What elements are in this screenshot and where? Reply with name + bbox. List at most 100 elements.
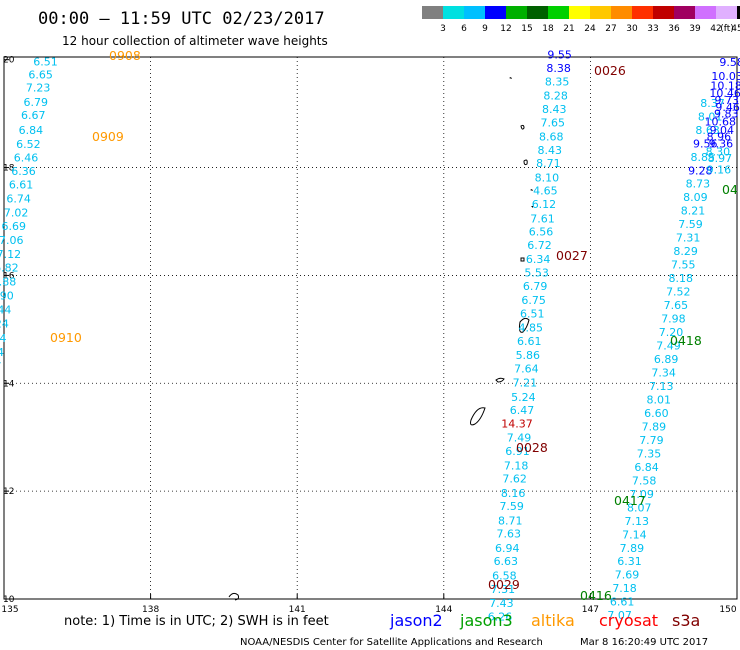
y-axis-ticks: 20 18 16 14 12 10: [3, 56, 15, 605]
swh-value: 9.83: [714, 108, 739, 121]
swh-value: 8.68: [539, 130, 564, 143]
swh-value: 7.90: [0, 289, 14, 302]
swh-value: 7.58: [632, 474, 657, 487]
island-shape: [531, 206, 533, 208]
swh-value: 8.16: [501, 487, 526, 500]
swh-value: 9.16: [707, 164, 732, 177]
swh-value: 7.18: [504, 459, 529, 472]
x-tick-label: 144: [435, 605, 452, 615]
swh-value: 6.88: [0, 275, 16, 288]
swh-value: 9.73: [714, 94, 739, 107]
pass-label: 04: [722, 182, 738, 197]
plot-border: [3, 56, 738, 600]
pass-label: 0417: [614, 493, 646, 508]
swh-value: 6.84: [0, 346, 4, 359]
pass-label: 0909: [92, 129, 124, 144]
swh-value: 6.51: [520, 308, 545, 321]
footer-note: note: 1) Time is in UTC; 2) SWH is in fe…: [64, 614, 329, 629]
swh-value: 6.79: [23, 96, 48, 109]
legend-tick-label: 27: [605, 24, 616, 34]
pass-label: 0028: [516, 440, 548, 455]
generation-timestamp: Mar 8 16:20:49 UTC 2017: [580, 637, 708, 648]
swh-value: 6.56: [529, 226, 554, 239]
legend-swatch: [737, 6, 740, 19]
island-shape: [523, 159, 528, 166]
swh-value: 7.98: [661, 313, 686, 326]
swh-value: 9.55: [547, 48, 572, 61]
swh-value: 8.43: [538, 144, 563, 157]
swh-value: 8.63: [695, 124, 720, 137]
swh-value: 7.63: [497, 528, 522, 541]
swh-value: 8.96: [707, 130, 732, 143]
swh-value: 7.20: [659, 326, 684, 339]
pass-label: 0908: [109, 48, 141, 63]
legend-tick-label: 42: [710, 24, 721, 34]
swh-value: 7.31: [676, 232, 701, 245]
legend-tick-label: 6: [461, 24, 467, 34]
pass-label: 0418: [670, 333, 702, 348]
swh-value: 6.84: [19, 124, 44, 137]
pass-label: 0026: [594, 63, 626, 78]
swh-value: 6.75: [521, 294, 546, 307]
swh-value: 8.43: [542, 103, 567, 116]
swh-value: 6.58: [492, 569, 517, 582]
x-tick-label: 150: [719, 605, 736, 615]
island-shape: [509, 77, 512, 79]
legend-swatch: [674, 6, 695, 19]
swh-value: 10.03: [711, 70, 740, 83]
swh-value: 6.34: [526, 253, 551, 266]
x-tick-label: 147: [582, 605, 599, 615]
swh-value: 6.82: [0, 261, 19, 274]
swh-value: 4.65: [533, 185, 558, 198]
legend-swatch: [695, 6, 716, 19]
island-shape: [228, 592, 240, 601]
swh-value: 6.31: [617, 555, 642, 568]
x-axis-ticks: 135 138 141 144 147 150: [1, 594, 738, 615]
legend-swatch: [569, 6, 590, 19]
legend-swatch: [443, 6, 464, 19]
swh-value: 6.79: [523, 280, 548, 293]
pass-label: 0910: [50, 330, 82, 345]
swh-value: 8.71: [536, 157, 561, 170]
island-shape: [518, 317, 530, 333]
swh-value: 8.01: [647, 393, 672, 406]
y-tick-label: 10: [3, 595, 15, 605]
swh-value: 7.59: [499, 500, 524, 513]
island-shape: [530, 189, 533, 191]
swh-value: 8.29: [673, 245, 698, 258]
legend-tick-label: 24: [584, 24, 596, 34]
legend-tick-label: 33: [647, 24, 658, 34]
swh-value: 9.58: [719, 56, 740, 69]
swh-value: 9.28: [688, 164, 713, 177]
islands: [228, 77, 533, 601]
swh-value: 6.36: [11, 165, 36, 178]
swh-value: 6.91: [505, 445, 530, 458]
legend-tick-label: 3: [440, 24, 446, 34]
legend-swatch: [611, 6, 632, 19]
legend-tick-label: 12: [500, 24, 511, 34]
island-shape: [495, 377, 505, 383]
swh-value: 7.44: [0, 303, 11, 316]
swh-value: 6.94: [495, 542, 520, 555]
legend-swatch: [422, 6, 443, 19]
pass-label: 0027: [556, 248, 588, 263]
map-title: 00:00 – 11:59 UTC 02/23/2017: [38, 9, 325, 29]
swh-value: 9.56: [693, 137, 718, 150]
track-jason2-east: 9.168.978.309.368.969.0410.689.839.469.7…: [705, 56, 740, 177]
legend-swatch: [464, 6, 485, 19]
y-tick-label: 14: [3, 379, 15, 389]
track-altika-west: 6.516.657.236.796.676.846.526.466.366.61…: [0, 55, 58, 373]
swh-value: 6.12: [532, 198, 557, 211]
swh-value: 6.52: [16, 138, 41, 151]
y-tick-label: 16: [3, 271, 15, 281]
swh-value: 4.85: [518, 322, 543, 335]
altimeter-tracks: 6.516.657.236.796.676.846.526.466.366.61…: [0, 48, 740, 623]
swh-value: 6.69: [1, 220, 26, 233]
swh-value: 6.26: [488, 610, 513, 623]
swh-value: 6.61: [9, 178, 34, 191]
x-tick-label: 138: [142, 605, 159, 615]
legend-tick-label: 36: [668, 24, 680, 34]
swh-value: 7.06: [0, 234, 24, 247]
legend-unit: (ft): [720, 24, 734, 34]
swh-value: 8.97: [708, 152, 733, 165]
